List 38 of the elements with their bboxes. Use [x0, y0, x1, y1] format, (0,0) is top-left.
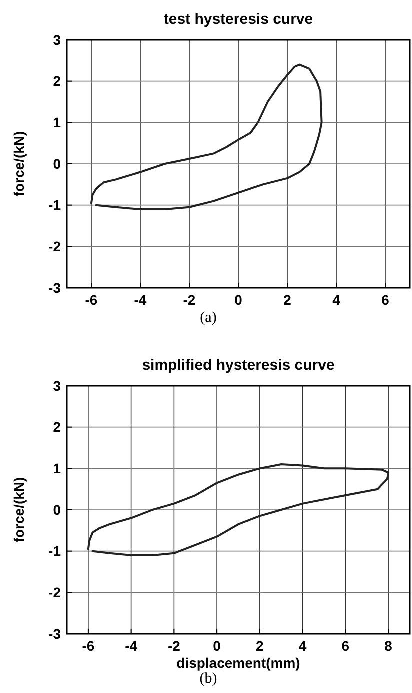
- y-tick-label: 1: [53, 460, 62, 477]
- x-tick-label: 8: [384, 638, 393, 654]
- text: (a): [200, 310, 217, 326]
- y-tick-label: 1: [53, 114, 62, 131]
- x-tick-label: -2: [183, 292, 196, 308]
- y-tick-label: 3: [53, 378, 62, 394]
- line-series: [87, 464, 390, 556]
- x-tick-label: 0: [234, 292, 243, 308]
- y-tick-label: -2: [48, 238, 62, 255]
- y-tick-label: -1: [48, 197, 62, 214]
- x-tick-label: 2: [284, 292, 292, 308]
- line-series: [90, 64, 323, 210]
- y-tick-label: -1: [48, 543, 62, 560]
- x-tick-label: -2: [168, 638, 181, 654]
- chart-title: test hysteresis curve: [164, 11, 314, 28]
- x-axis-title: displacement(mm): [176, 655, 300, 671]
- y-tick-label: -2: [48, 584, 62, 601]
- x-tick-label: -4: [134, 292, 147, 308]
- x-tick-label: 4: [332, 292, 341, 308]
- y-tick-label: 2: [53, 419, 62, 436]
- y-axis-title: force/(kN): [11, 131, 27, 197]
- y-tick-label: 2: [53, 73, 62, 90]
- y-tick-label: 0: [53, 156, 62, 172]
- chart-title: simplified hysteresis curve: [142, 357, 335, 374]
- x-tick-label: -6: [82, 638, 95, 654]
- x-tick-label: 6: [382, 292, 390, 308]
- x-tick-label: 4: [298, 638, 307, 654]
- y-tick-label: -3: [48, 626, 62, 642]
- x-tick-label: -6: [85, 292, 98, 308]
- y-tick-label: 0: [53, 502, 62, 518]
- y-tick-label: 3: [53, 32, 62, 48]
- y-axis-title: force/(kN): [11, 477, 27, 543]
- x-tick-label: 6: [342, 638, 350, 654]
- x-tick-label: 0: [213, 638, 222, 654]
- y-tick-label: -3: [48, 280, 62, 296]
- text: (b): [200, 671, 218, 687]
- x-tick-label: -4: [125, 638, 138, 654]
- x-tick-label: 2: [256, 638, 264, 654]
